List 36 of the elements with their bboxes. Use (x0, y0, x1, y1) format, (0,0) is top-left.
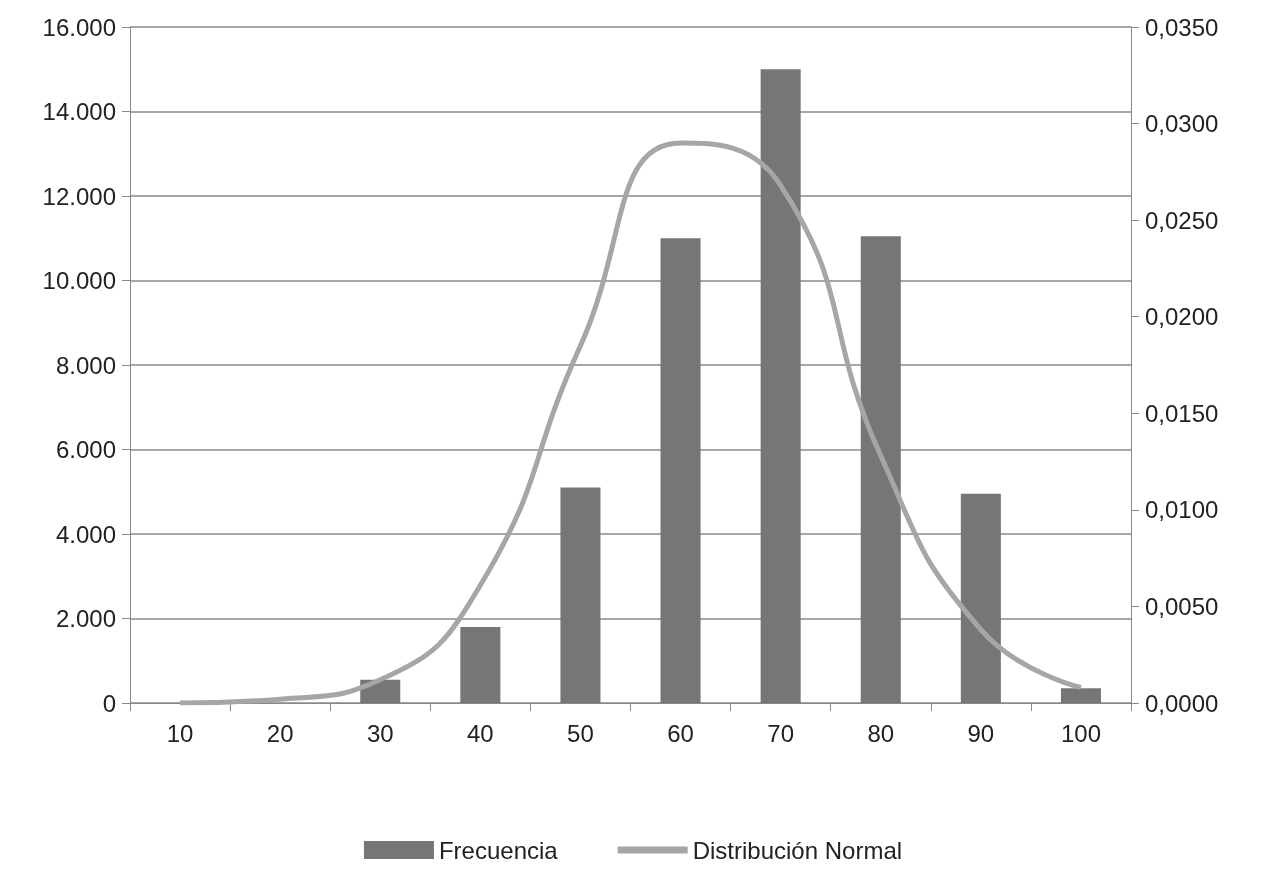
x-tick-label: 50 (567, 719, 594, 747)
y-tick-label: 2.000 (55, 605, 116, 632)
x-tick-label: 100 (1060, 719, 1101, 747)
bar (660, 238, 701, 703)
y2-tick-label: 0,0300 (1145, 110, 1219, 138)
y2-tick-label: 0,0250 (1145, 206, 1219, 234)
y-tick-label: 8.000 (55, 351, 116, 379)
x-tick-label: 20 (266, 719, 294, 747)
y-tick-label: 6.000 (55, 436, 116, 463)
x-tick-label: 80 (867, 719, 895, 747)
bar (1060, 688, 1101, 703)
legend-label: Frecuencia (438, 836, 559, 864)
x-tick-label: 30 (366, 719, 394, 747)
y2-tick-label: 0,0100 (1145, 496, 1219, 524)
bar (460, 626, 501, 703)
legend-label: Distribución Normal (692, 836, 903, 864)
bar (760, 69, 801, 703)
bar (560, 487, 601, 703)
y-tick-label: 0 (102, 689, 116, 717)
y2-tick-label: 0,0150 (1145, 399, 1219, 427)
x-tick-label: 40 (467, 719, 494, 747)
x-tick-label: 60 (667, 719, 694, 747)
y2-tick-label: 0,0200 (1145, 303, 1219, 331)
x-tick-label: 70 (767, 719, 794, 747)
x-tick-label: 10 (166, 719, 194, 747)
y2-tick-label: 0,0350 (1145, 13, 1219, 41)
x-tick-label: 90 (967, 719, 995, 747)
bar (960, 493, 1001, 703)
y-tick-label: 12.000 (42, 182, 116, 210)
y-tick-label: 4.000 (55, 520, 116, 548)
y-tick-label: 14.000 (42, 98, 116, 125)
y2-tick-label: 0,0050 (1145, 592, 1219, 620)
y-tick-label: 16.000 (42, 13, 116, 41)
y-tick-label: 10.000 (42, 267, 116, 294)
y2-tick-label: 0,0000 (1145, 689, 1219, 717)
bar (860, 236, 901, 703)
